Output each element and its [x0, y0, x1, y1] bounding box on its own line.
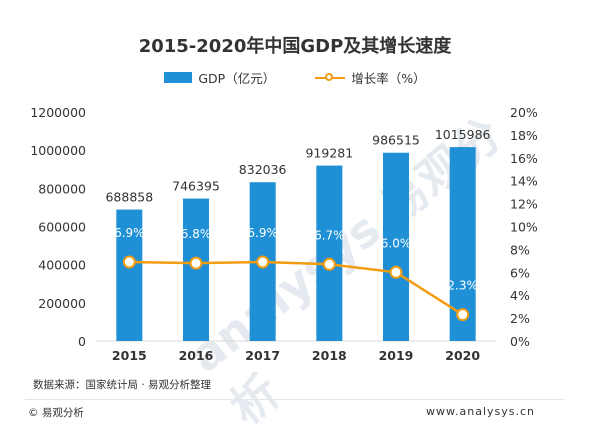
gdp-bar-value-label: 688858	[105, 190, 153, 205]
gdp-bar	[383, 152, 409, 341]
growth-rate-label: 2.3%	[447, 279, 478, 293]
x-axis-tick-label: 2017	[245, 348, 280, 363]
growth-rate-line	[129, 260, 464, 316]
left-axis-tick-label: 400000	[38, 258, 86, 273]
gdp-bar	[183, 198, 209, 341]
growth-rate-point	[456, 308, 470, 322]
gdp-bar-value-label: 919281	[305, 146, 353, 161]
x-axis-tick-label: 2016	[179, 348, 214, 363]
gdp-bar-value-label: 832036	[239, 162, 287, 177]
copyright-text: © 易观分析	[28, 407, 84, 419]
growth-rate-label: 6.9%	[114, 226, 145, 240]
left-axis-tick-label: 1200000	[30, 105, 86, 120]
legend-label-gdp: GDP（亿元）	[198, 71, 276, 86]
legend-item-gdp: GDP（亿元）	[164, 68, 275, 87]
right-axis-tick-label: 14%	[510, 174, 538, 189]
legend-item-growth: 增长率（%）	[315, 68, 426, 87]
right-axis-tick-label: 4%	[510, 288, 530, 303]
x-axis-tick-label: 2015	[112, 348, 147, 363]
growth-rate-label: 6.7%	[314, 228, 345, 242]
left-axis-tick-label: 200000	[38, 296, 86, 311]
right-axis-tick-label: 12%	[510, 197, 538, 212]
right-axis-tick-label: 8%	[510, 242, 530, 257]
right-axis-tick-label: 6%	[510, 265, 530, 280]
right-axis-tick-label: 2%	[510, 311, 530, 326]
x-axis-tick-label: 2018	[312, 348, 347, 363]
growth-rate-point	[189, 256, 203, 270]
gdp-bar	[316, 165, 343, 341]
right-axis-tick-label: 0%	[510, 334, 530, 349]
data-source-note: 数据来源：国家统计局 · 易观分析整理	[33, 379, 212, 391]
left-axis-tick-label: 0	[78, 334, 86, 349]
legend-bar-swatch	[164, 72, 193, 83]
gdp-bar	[116, 209, 143, 341]
gdp-bar-value-label: 986515	[372, 133, 420, 148]
growth-rate-point	[256, 255, 270, 269]
legend-line-marker	[325, 72, 334, 81]
growth-rate-label: 6.8%	[181, 227, 212, 241]
gdp-bar-value-label: 746395	[172, 179, 220, 194]
chart-title: 2015-2020年中国GDP及其增长速度	[138, 36, 452, 57]
growth-rate-point	[389, 265, 403, 279]
x-axis-tick-label: 2020	[445, 348, 480, 363]
growth-rate-point	[322, 257, 336, 271]
x-axis-tick-label: 2019	[379, 348, 414, 363]
legend-label-growth: 增长率（%）	[351, 71, 426, 86]
right-axis-tick-label: 10%	[510, 220, 538, 235]
growth-rate-point	[122, 255, 136, 269]
left-axis-tick-label: 600000	[38, 220, 86, 235]
left-axis-tick-label: 1000000	[30, 143, 86, 158]
growth-rate-label: 6.0%	[381, 236, 412, 250]
right-axis-tick-label: 18%	[510, 128, 538, 143]
growth-rate-label: 6.9%	[247, 226, 278, 240]
right-axis-tick-label: 20%	[510, 105, 538, 120]
left-axis-tick-label: 800000	[38, 181, 86, 196]
website-link[interactable]: www.analysys.cn	[426, 405, 535, 418]
chart-legend: GDP（亿元） 增长率（%）	[0, 68, 590, 87]
legend-line-swatch	[315, 72, 346, 84]
gdp-bar-value-label: 1015986	[435, 127, 491, 142]
footer-divider	[25, 399, 565, 400]
right-axis-tick-label: 16%	[510, 151, 538, 166]
